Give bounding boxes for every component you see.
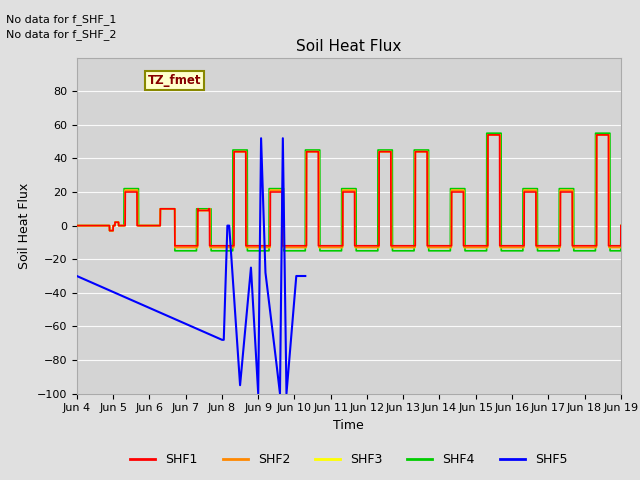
Legend: SHF1, SHF2, SHF3, SHF4, SHF5: SHF1, SHF2, SHF3, SHF4, SHF5 — [125, 448, 572, 471]
X-axis label: Time: Time — [333, 419, 364, 432]
Text: TZ_fmet: TZ_fmet — [147, 74, 201, 87]
Text: No data for f_SHF_1: No data for f_SHF_1 — [6, 14, 116, 25]
Y-axis label: Soil Heat Flux: Soil Heat Flux — [18, 182, 31, 269]
Text: No data for f_SHF_2: No data for f_SHF_2 — [6, 29, 117, 40]
Title: Soil Heat Flux: Soil Heat Flux — [296, 39, 401, 54]
